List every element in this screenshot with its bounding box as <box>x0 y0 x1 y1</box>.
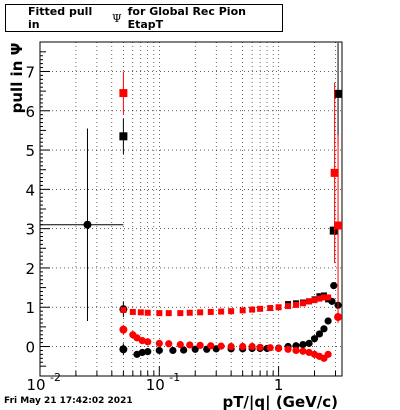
data-point-square <box>334 221 343 230</box>
data-point-circle <box>227 342 235 351</box>
data-series <box>40 128 342 358</box>
y-tick-label: 6 <box>25 103 35 121</box>
data-point-square <box>129 308 136 315</box>
data-point-circle <box>239 342 247 351</box>
data-point-square <box>320 294 327 301</box>
data-point-square <box>329 226 338 235</box>
data-point-circle <box>155 339 163 347</box>
data-point-circle <box>144 348 152 356</box>
x-tick-label: 10 <box>146 376 165 394</box>
data-point-circle <box>165 340 173 348</box>
data-point-square <box>120 306 127 313</box>
data-point-circle <box>305 348 313 357</box>
data-point-circle <box>207 342 215 350</box>
data-point-square <box>197 309 204 316</box>
data-point-square <box>186 309 193 316</box>
data-point-square <box>207 308 214 315</box>
data-point-circle <box>119 325 128 334</box>
data-point-circle <box>256 343 264 351</box>
x-tick-label-exponent: -2 <box>50 371 61 384</box>
data-point-circle <box>299 347 307 355</box>
chart-title-prefix: Fitted pull in <box>28 5 93 31</box>
data-point-square <box>137 309 144 316</box>
data-point-square <box>156 310 163 317</box>
data-point-square <box>311 297 318 304</box>
data-point-circle <box>169 346 177 355</box>
y-tick-label: 3 <box>25 221 35 239</box>
data-point-circle <box>144 338 152 346</box>
data-series <box>119 311 343 362</box>
data-point-circle <box>138 337 146 345</box>
data-point-circle <box>155 346 163 355</box>
data-point-square <box>119 89 128 98</box>
y-tick-label: 7 <box>25 63 35 81</box>
y-tick-label: 4 <box>25 181 35 199</box>
data-point-square <box>257 305 264 312</box>
data-point-square <box>165 310 172 317</box>
data-point-circle <box>186 341 194 349</box>
x-tick-label: 1 <box>274 376 284 394</box>
data-point-circle <box>274 344 283 353</box>
data-series <box>119 42 343 308</box>
data-point-circle <box>334 313 343 322</box>
data-point-circle <box>248 342 256 351</box>
data-point-circle <box>299 340 307 349</box>
axis-ticks: 0 1 2 3 4 5 6 7 10 -2 10 -1 1 <box>25 51 337 394</box>
data-point-square <box>119 132 128 141</box>
y-axis-label: pull in Ψ <box>8 43 26 114</box>
data-point-square <box>334 89 343 98</box>
data-point-circle <box>180 346 188 354</box>
data-point-circle <box>284 345 292 353</box>
chart-title-box: Fitted pull in Ψ for Global Rec Pion Eta… <box>5 4 283 32</box>
data-point-circle <box>83 220 92 229</box>
data-point-circle <box>305 339 313 347</box>
chart-title-psi-symbol: Ψ <box>111 11 122 25</box>
datestamp: Fri May 21 17:42:02 2021 <box>4 396 133 406</box>
data-point-square <box>228 308 235 315</box>
data-series <box>119 71 343 317</box>
data-point-circle <box>292 346 300 355</box>
data-point-square <box>330 168 339 177</box>
data-point-circle <box>320 325 328 333</box>
data-point-circle <box>315 330 324 338</box>
data-point-circle <box>330 282 338 290</box>
data-point-square <box>239 307 246 314</box>
data-point-circle <box>217 342 225 350</box>
data-point-circle <box>266 344 274 352</box>
data-point-square <box>285 303 292 310</box>
plot-frame <box>39 41 343 377</box>
data-points <box>40 42 343 362</box>
chart-title-suffix: for Global Rec Pion EtapT <box>127 5 246 31</box>
y-tick-label: 5 <box>25 142 35 160</box>
data-point-circle <box>138 348 146 357</box>
data-point-circle <box>324 317 332 325</box>
data-point-square <box>249 306 256 313</box>
data-point-circle <box>196 341 204 349</box>
grid-lines <box>39 42 342 376</box>
x-tick-label-exponent: -1 <box>169 371 180 384</box>
data-point-circle <box>176 340 184 349</box>
data-point-square <box>267 305 274 312</box>
data-point-square <box>275 304 282 311</box>
x-axis-label: pT/|q| (GeV/c) <box>222 393 338 410</box>
data-point-circle <box>119 345 128 354</box>
y-tick-label: 2 <box>25 260 35 278</box>
data-point-square <box>293 301 300 308</box>
data-point-square <box>306 298 313 305</box>
data-point-square <box>325 294 332 301</box>
data-point-circle <box>133 334 141 342</box>
data-point-square <box>316 295 323 302</box>
data-point-square <box>177 310 184 317</box>
data-point-square <box>218 308 225 315</box>
y-tick-label: 1 <box>25 299 35 317</box>
data-point-square <box>144 309 151 316</box>
y-tick-label: 0 <box>25 339 35 357</box>
data-point-square <box>299 300 306 307</box>
x-tick-label: 10 <box>26 376 45 394</box>
data-point-circle <box>324 350 332 358</box>
data-point-circle <box>191 345 199 353</box>
data-point-circle <box>310 335 319 343</box>
